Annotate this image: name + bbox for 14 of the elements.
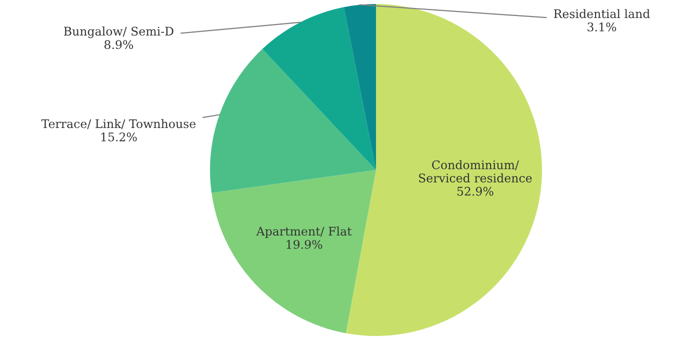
slice-label: Apartment/ Flat (256, 226, 352, 238)
slice-label: Condominium/ Serviced residence (419, 160, 532, 182)
data-label: 19.9% (286, 240, 322, 249)
slice-label: Bungalow/ Semi-D (64, 26, 174, 38)
data-label: 3.1% (588, 22, 616, 32)
data-label: 8.9% (104, 40, 134, 50)
pie-slice (344, 4, 376, 170)
pie-slice (262, 7, 376, 170)
slice-label: Residential land (554, 9, 650, 18)
slice-label: Terrace/ Link/ Townhouse (41, 119, 196, 130)
pie-slice (212, 170, 376, 334)
data-label: 52.9% (457, 186, 494, 196)
data-label: 15.2% (101, 132, 137, 142)
pie-slice (210, 48, 376, 193)
